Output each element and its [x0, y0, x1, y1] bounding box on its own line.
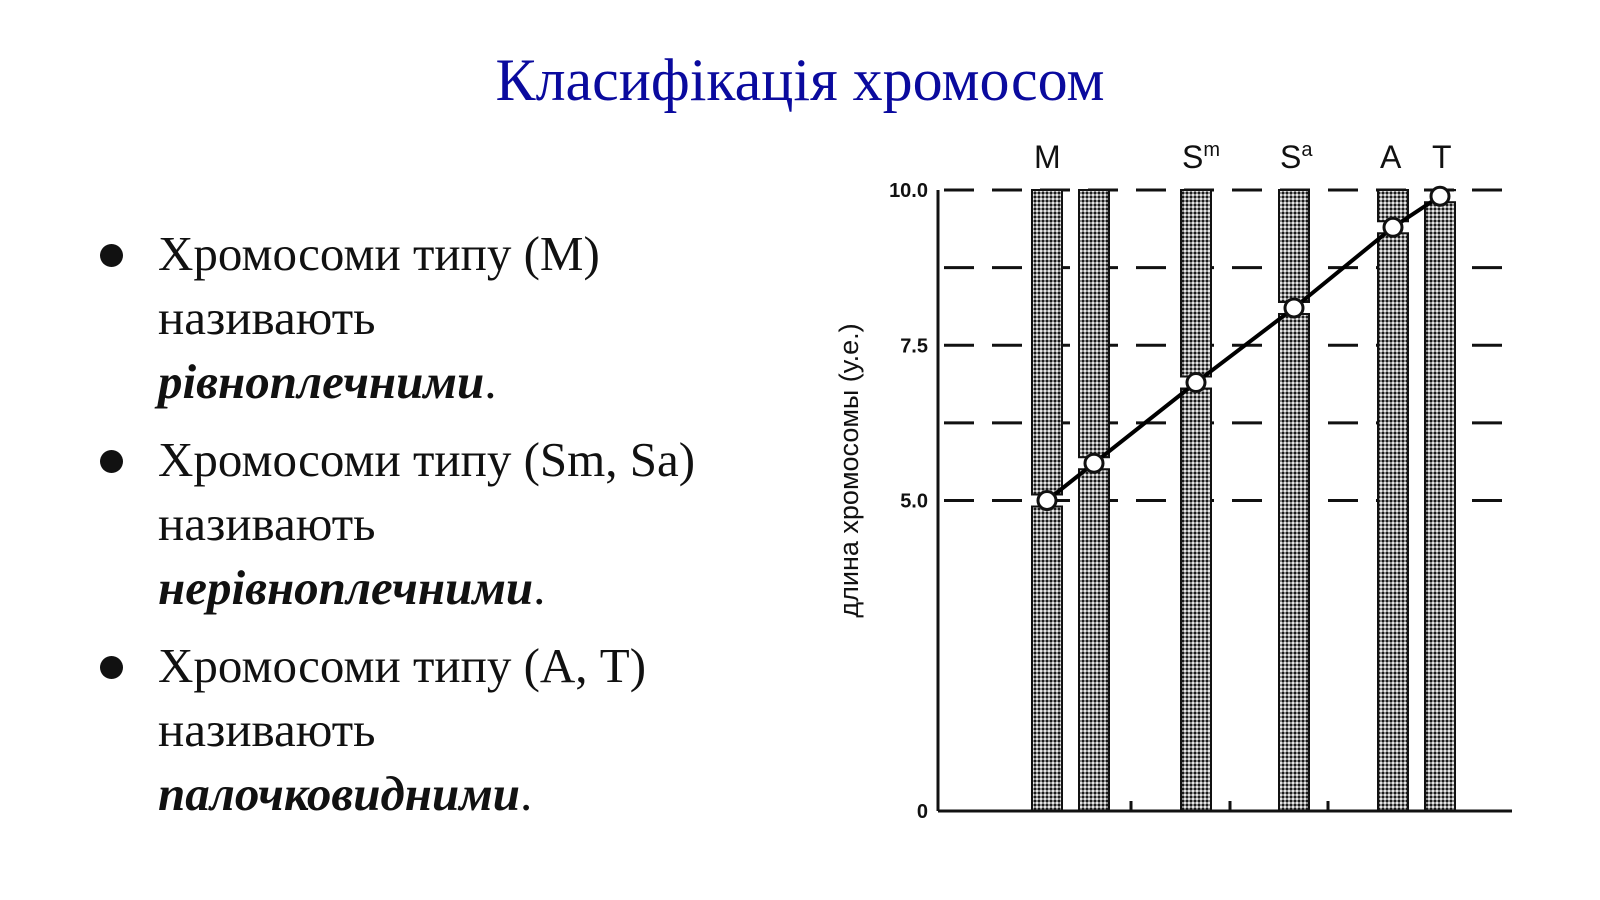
bullet-dot-icon: [100, 656, 123, 679]
chromosome-arm-short: [1031, 505, 1063, 812]
chromosome-arm-short: [1078, 468, 1110, 812]
chromosome-arm-long: [1078, 189, 1110, 459]
centromere-point: [1185, 372, 1207, 394]
centromere-point: [1083, 452, 1105, 474]
chromosome-arm-long: [1278, 189, 1310, 303]
bullet-item: Хромосоми типу (М) називають рівноплечни…: [98, 222, 718, 414]
centromere-trend: [1036, 185, 1451, 511]
centromere-point: [1429, 185, 1451, 207]
chromosome-arm-short: [1278, 312, 1310, 813]
y-axis-label: длина хромосомы (у.е.): [834, 323, 864, 617]
chromosome-chart: 0 5.0 7.5 10.0 длина хромосомы (у.е.) M Sm Sa A T: [834, 139, 1512, 823]
y-tick-label: 0: [917, 801, 928, 823]
y-tick-label: 5.0: [900, 491, 928, 513]
group-label: M: [1034, 139, 1061, 175]
bullet-item: Хромосоми типу (А, Т) називають палочков…: [98, 634, 718, 826]
bullet-list: Хромосоми типу (М) називають рівноплечни…: [98, 222, 718, 840]
slide-title: Класифікація хромосом: [495, 47, 1105, 113]
chart-labels: 0 5.0 7.5 10.0 длина хромосомы (у.е.) M Sm Sa A T: [834, 139, 1452, 823]
y-tick-label: 10.0: [889, 180, 928, 202]
y-tick-label: 7.5: [900, 335, 928, 357]
centromere-point: [1283, 297, 1305, 319]
bullet-term: палочковидними: [158, 766, 521, 821]
bullet-text: Хромосоми типу (М) називають: [158, 226, 600, 345]
group-label: T: [1432, 139, 1452, 175]
chromosome-arm-long: [1180, 189, 1212, 378]
chromosome-arm-long: [1377, 189, 1409, 223]
centromere-point: [1036, 490, 1058, 511]
bullet-term: рівноплечними: [158, 354, 485, 409]
bullet-punct: .: [520, 766, 533, 821]
bullet-item: Хромосоми типу (Sm, Sa) називають нерівн…: [98, 428, 718, 620]
bullet-punct: .: [533, 560, 546, 615]
chromosome-arm-short: [1180, 387, 1212, 812]
group-label: Sa: [1280, 139, 1313, 175]
bullet-dot-icon: [100, 450, 123, 473]
group-label: Sm: [1182, 139, 1220, 175]
chromosome-arm-short: [1424, 201, 1456, 812]
bullet-term: нерівноплечними: [158, 560, 534, 615]
group-label: A: [1380, 139, 1402, 175]
chromosome-bars: [1031, 189, 1456, 813]
bullet-dot-icon: [100, 244, 123, 267]
bullet-text: Хромосоми типу (А, Т) називають: [158, 638, 647, 757]
bullet-text: Хромосоми типу (Sm, Sa) називають: [158, 432, 696, 551]
chromosome-arm-short: [1377, 232, 1409, 812]
chromosome-arm-long: [1031, 189, 1063, 496]
centromere-point: [1382, 216, 1404, 238]
axes: [936, 190, 1512, 813]
bullet-punct: .: [484, 354, 497, 409]
